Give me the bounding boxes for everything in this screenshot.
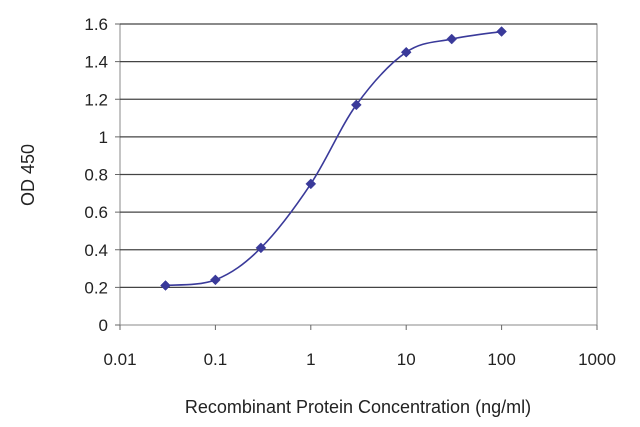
data-point bbox=[496, 26, 507, 37]
y-tick-label: 1 bbox=[99, 128, 108, 147]
data-point bbox=[255, 242, 267, 254]
x-tick-label: 0.1 bbox=[204, 350, 228, 369]
grid-lines bbox=[120, 23, 597, 288]
x-axis-title: Recombinant Protein Concentration (ng/ml… bbox=[185, 397, 531, 417]
y-tick-label: 1.4 bbox=[84, 53, 108, 72]
x-tick-label: 1 bbox=[306, 350, 315, 369]
data-point bbox=[160, 280, 171, 291]
y-tick-label: 1.2 bbox=[84, 90, 108, 109]
x-tick-label: 0.01 bbox=[103, 350, 136, 369]
y-axis-ticks: 0 0.2 0.4 0.6 0.8 1 1.2 1.4 1.6 bbox=[84, 15, 120, 335]
y-tick-label: 0 bbox=[99, 316, 108, 335]
data-point bbox=[350, 99, 362, 111]
x-axis-ticks: 0.01 0.1 1 10 100 1000 bbox=[103, 325, 616, 369]
fitted-curve bbox=[165, 30, 502, 287]
data-points bbox=[160, 26, 507, 291]
x-tick-label: 1000 bbox=[578, 350, 616, 369]
data-point bbox=[446, 33, 458, 45]
data-point bbox=[400, 46, 412, 58]
x-tick-label: 100 bbox=[487, 350, 515, 369]
y-tick-label: 0.8 bbox=[84, 166, 108, 185]
data-point bbox=[305, 178, 317, 190]
y-tick-label: 0.4 bbox=[84, 241, 108, 260]
y-tick-label: 0.2 bbox=[84, 278, 108, 297]
y-tick-label: 0.6 bbox=[84, 203, 108, 222]
y-tick-label: 1.6 bbox=[84, 15, 108, 34]
y-axis-title: OD 450 bbox=[18, 144, 38, 206]
data-point bbox=[210, 274, 221, 286]
x-tick-label: 10 bbox=[397, 350, 416, 369]
